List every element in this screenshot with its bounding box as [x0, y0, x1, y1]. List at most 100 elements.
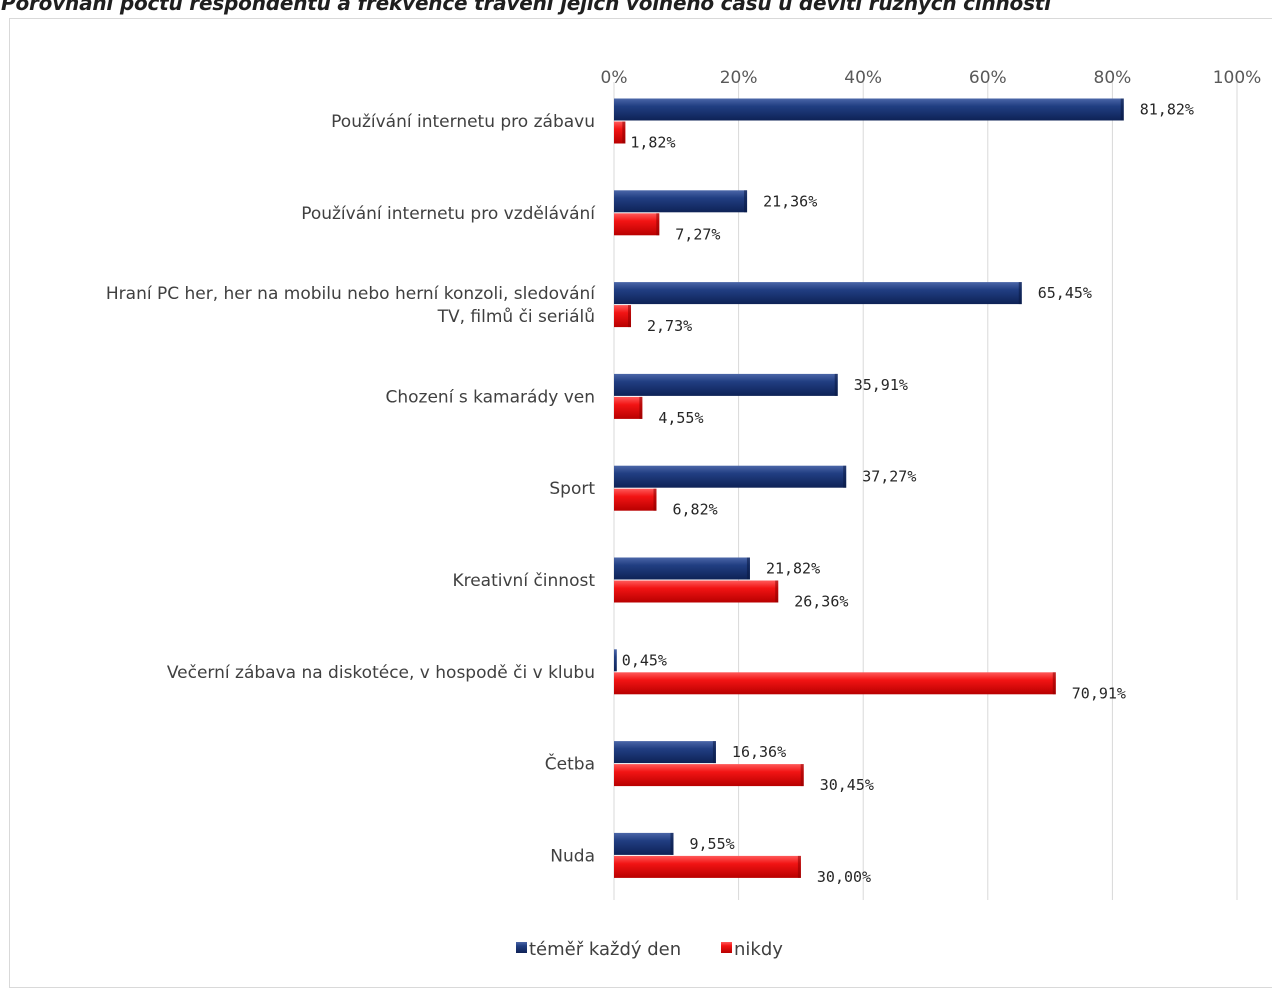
bar-end-cap [775, 580, 779, 603]
category-label-hrani-pc-her-her-na-mobilu-nebo-herni-konzoli-sledovani: Hraní PC her, her na mobilu nebo herní k… [106, 284, 596, 327]
category-label-nuda: Nuda [550, 846, 595, 866]
data-label-temer-kazdy-den-8: 16,36% [732, 743, 786, 761]
category-label-pouzivani-internetu-pro-zabavu: Používání internetu pro zábavu [331, 112, 595, 132]
bar-temer-kazdy-den-6 [614, 557, 750, 580]
data-label-temer-kazdy-den-9: 9,55% [689, 835, 734, 853]
bar-nikdy-2 [614, 213, 660, 236]
data-label-nikdy-3: 2,73% [647, 317, 692, 335]
category-label-line: Kreativní činnost [452, 571, 595, 591]
bar-temer-kazdy-den-1 [614, 98, 1124, 121]
bar-body [614, 98, 1124, 121]
bar-temer-kazdy-den-4 [614, 373, 838, 396]
bar-end-cap [744, 190, 748, 213]
bar-end-cap [628, 305, 632, 328]
bar-nikdy-7 [614, 672, 1056, 695]
category-label-cetba: Četba [545, 753, 595, 775]
data-label-temer-kazdy-den-3: 65,45% [1038, 284, 1092, 302]
x-axis-tick-labels: 0% 20% 40% 60% 80% 100% [601, 68, 1262, 88]
bar-body [614, 305, 632, 328]
data-label-temer-kazdy-den-1: 81,82% [1140, 101, 1194, 119]
bar-temer-kazdy-den-9 [614, 832, 674, 855]
bar-temer-kazdy-den-7 [614, 649, 617, 672]
bar-end-cap [834, 373, 838, 396]
bar-end-cap [712, 741, 716, 764]
bar-nikdy-5 [614, 488, 657, 511]
bar-end-cap [1018, 282, 1022, 305]
category-label-line: TV, filmů či seriálů [437, 307, 595, 327]
bar-temer-kazdy-den-2 [614, 190, 748, 213]
data-label-nikdy-5: 6,82% [672, 501, 717, 519]
data-label-nikdy-6: 26,36% [794, 593, 848, 611]
data-label-temer-kazdy-den-5: 37,27% [862, 468, 916, 486]
category-label-line: Hraní PC her, her na mobilu nebo herní k… [106, 284, 596, 304]
data-label-nikdy-9: 30,00% [817, 868, 871, 886]
data-labels: 81,82% 1,82% 21,36% 7,27% 65,45% 2,73% 35,91% 4… [622, 101, 1194, 886]
legend-item-temer-kazdy-den: téměř každý den [516, 939, 681, 960]
bar-end-cap [843, 465, 847, 488]
category-label-line: Nuda [550, 846, 595, 866]
chart-title: Porovnání počtu respondentů a frekvence … [1, 0, 1051, 15]
legend-swatch [516, 942, 527, 953]
bar-body [614, 282, 1022, 305]
data-label-temer-kazdy-den-6: 21,82% [766, 560, 820, 578]
bar-body [614, 213, 660, 236]
bar-body [614, 832, 674, 855]
category-label-line: Používání internetu pro zábavu [331, 112, 595, 132]
bar-temer-kazdy-den-5 [614, 465, 847, 488]
data-label-nikdy-8: 30,45% [820, 776, 874, 794]
bar-body [614, 580, 779, 603]
bar-end-cap [622, 121, 626, 144]
bar-end-cap [670, 832, 674, 855]
legend-swatch [721, 942, 732, 953]
bar-body [614, 121, 626, 144]
bars [614, 98, 1124, 878]
bar-body [614, 465, 847, 488]
bar-end-cap [1120, 98, 1124, 121]
bar-body [614, 190, 748, 213]
bar-temer-kazdy-den-3 [614, 282, 1022, 305]
category-label-line: Četba [545, 753, 595, 775]
data-label-nikdy-1: 1,82% [630, 134, 675, 152]
bar-end-cap [800, 764, 804, 787]
x-tick-label-60: 60% [969, 68, 1007, 88]
x-tick-label-100: 100% [1213, 68, 1262, 88]
bar-body [614, 855, 801, 878]
bar-nikdy-4 [614, 396, 643, 419]
category-label-line: Sport [549, 479, 595, 499]
bar-nikdy-1 [614, 121, 626, 144]
data-label-nikdy-4: 4,55% [658, 409, 703, 427]
bar-nikdy-8 [614, 764, 804, 787]
legend: téměř každý den nikdy [516, 939, 783, 960]
data-label-temer-kazdy-den-2: 21,36% [763, 192, 817, 210]
bar-temer-kazdy-den-8 [614, 741, 716, 764]
data-label-temer-kazdy-den-7: 0,45% [622, 651, 667, 669]
category-label-line: Chození s kamarády ven [386, 387, 596, 407]
category-label-vecerni-zabava-na-diskotece-v-hospode-ci-v-klubu: Večerní zábava na diskotéce, v hospodě č… [167, 663, 595, 683]
x-tick-label-40: 40% [844, 68, 882, 88]
category-label-line: Používání internetu pro vzdělávání [301, 204, 596, 224]
bar-body [614, 396, 643, 419]
bar-body [614, 764, 804, 787]
legend-item-nikdy: nikdy [721, 939, 783, 960]
bar-body [614, 557, 750, 580]
bar-body [614, 373, 838, 396]
bar-body [614, 672, 1056, 695]
legend-label: nikdy [734, 939, 783, 960]
bar-end-cap [653, 488, 657, 511]
x-tick-label-20: 20% [720, 68, 758, 88]
x-tick-label-0: 0% [601, 68, 628, 88]
bar-body [614, 741, 716, 764]
data-label-temer-kazdy-den-4: 35,91% [854, 376, 908, 394]
bar-end-cap [639, 396, 643, 419]
data-label-nikdy-7: 70,91% [1072, 684, 1126, 702]
bar-body [614, 649, 617, 672]
category-label-chozeni-s-kamarady-ven: Chození s kamarády ven [386, 387, 596, 407]
bar-end-cap [746, 557, 750, 580]
bar-body [614, 488, 657, 511]
category-label-sport: Sport [549, 479, 595, 499]
x-tick-label-80: 80% [1094, 68, 1132, 88]
bar-nikdy-3 [614, 305, 632, 328]
category-labels: Používání internetu pro zábavu Používání … [106, 112, 596, 866]
bar-nikdy-9 [614, 855, 801, 878]
